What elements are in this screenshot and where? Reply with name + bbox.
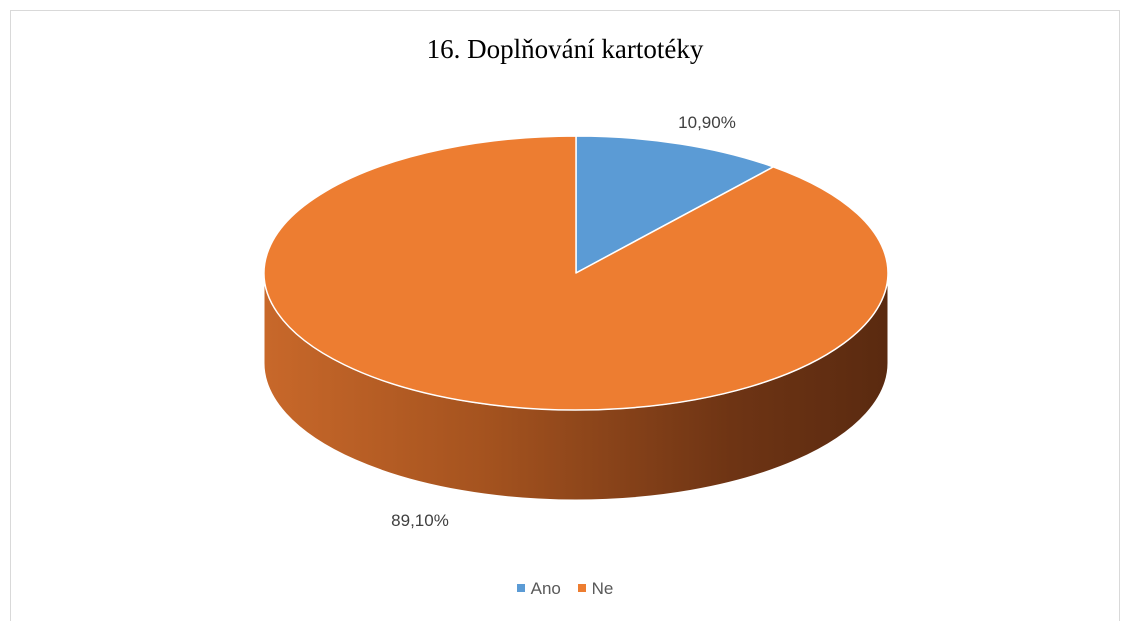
pie-slice-ne: [263, 135, 889, 411]
legend: Ano Ne: [0, 579, 1130, 599]
legend-swatch-ne: [577, 584, 586, 592]
data-label-ne: 89,10%: [391, 511, 449, 530]
data-label-ano: 10,90%: [678, 113, 736, 132]
chart-title: 16. Doplňování kartotéky: [426, 34, 704, 64]
legend-label-ano: Ano: [530, 579, 561, 598]
legend-item-ano: Ano: [516, 579, 561, 599]
pie-slice-ano: [575, 135, 775, 274]
legend-item-ne: Ne: [577, 579, 614, 599]
legend-swatch-ano: [516, 584, 525, 592]
legend-label-ne: Ne: [591, 579, 614, 598]
